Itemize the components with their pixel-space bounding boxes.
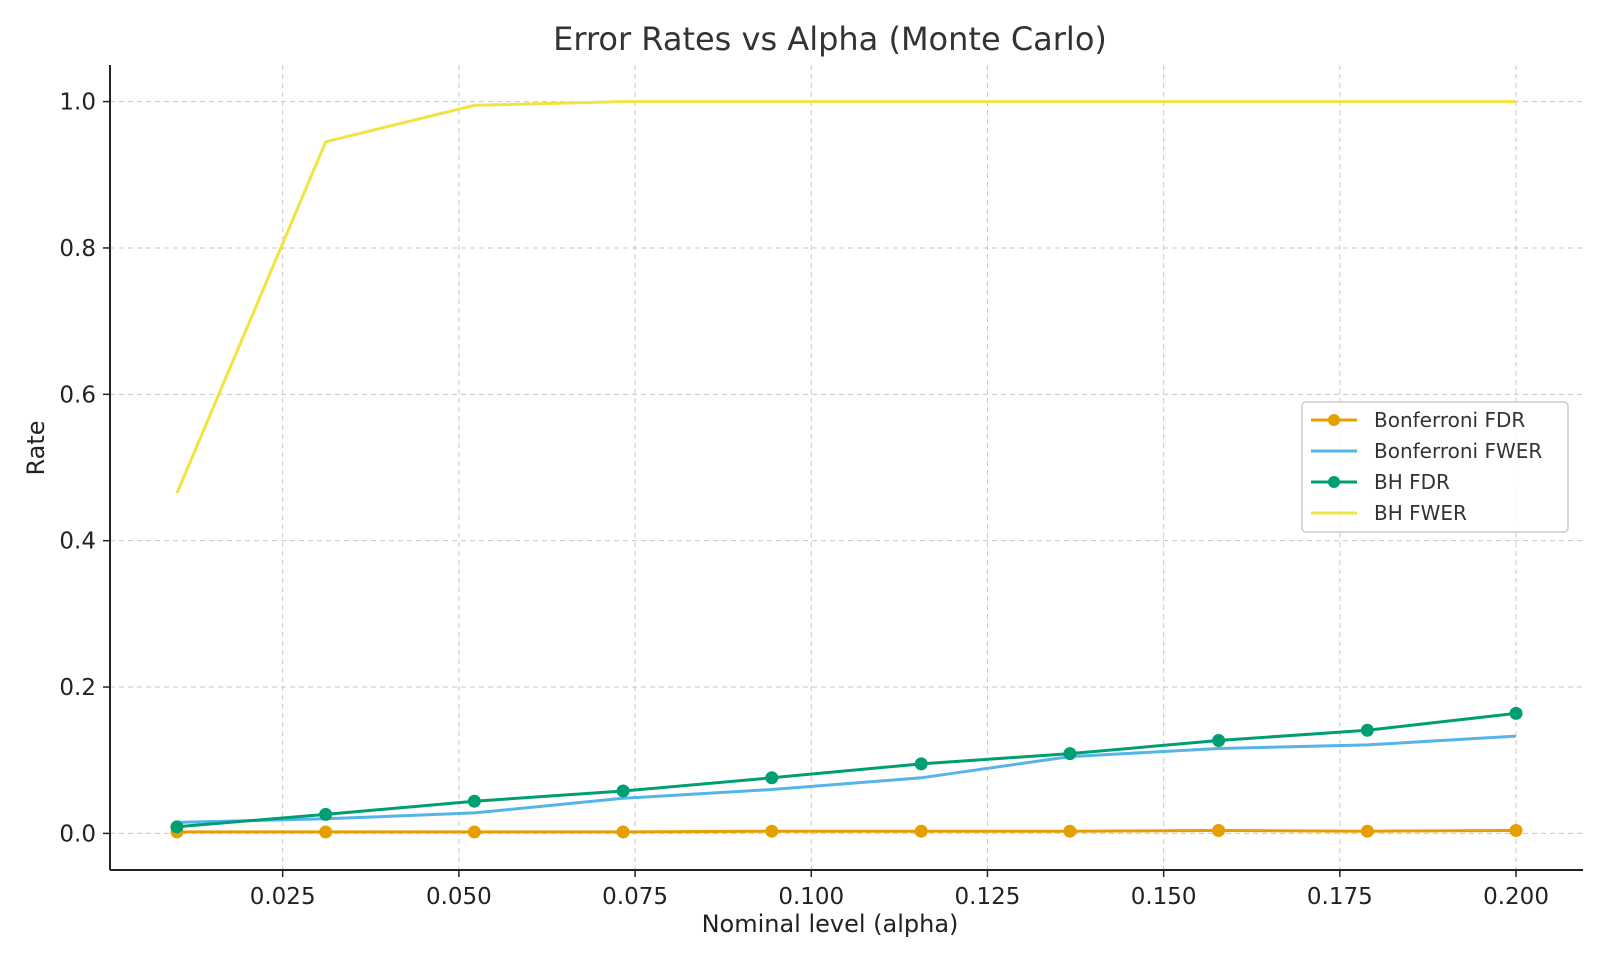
series-bh-fwer bbox=[175, 100, 1516, 494]
data-point-bonferroni-fdr bbox=[914, 824, 928, 838]
series-layer bbox=[170, 100, 1523, 839]
data-point-bh-fdr bbox=[170, 820, 184, 834]
data-point-bh-fdr bbox=[1212, 733, 1226, 747]
y-tick-label: 1.0 bbox=[59, 90, 96, 116]
y-axis-label: Rate bbox=[22, 420, 50, 475]
legend-item: BH FDR bbox=[1311, 470, 1450, 494]
legend-item: Bonferroni FDR bbox=[1311, 408, 1525, 432]
legend-label: Bonferroni FWER bbox=[1374, 439, 1542, 463]
legend-marker bbox=[1328, 414, 1340, 426]
data-point-bh-fdr bbox=[765, 771, 779, 785]
data-point-bonferroni-fdr bbox=[1360, 824, 1374, 838]
y-tick-label: 0.6 bbox=[59, 382, 96, 408]
y-tick-label: 0.2 bbox=[59, 675, 96, 701]
legend-label: Bonferroni FDR bbox=[1374, 408, 1525, 432]
x-tick-label: 0.125 bbox=[955, 884, 1021, 910]
x-tick-label: 0.175 bbox=[1307, 884, 1373, 910]
data-point-bh-fdr bbox=[1063, 747, 1077, 761]
series-line-bonferroni-fdr bbox=[177, 829, 1517, 834]
x-tick-label: 0.075 bbox=[602, 884, 668, 910]
x-tick-label: 0.100 bbox=[778, 884, 844, 910]
data-point-bonferroni-fdr bbox=[1509, 823, 1523, 837]
data-point-bonferroni-fdr bbox=[467, 825, 481, 839]
series-line-bh-fwer bbox=[175, 100, 1516, 494]
legend-label: BH FDR bbox=[1374, 470, 1450, 494]
legend: Bonferroni FDR Bonferroni FWER BH FDR BH FW… bbox=[1301, 401, 1569, 533]
y-tick-label: 0.4 bbox=[59, 529, 96, 555]
data-point-bonferroni-fdr bbox=[1063, 824, 1077, 838]
x-tick-label: 0.200 bbox=[1483, 884, 1549, 910]
series-bonferroni-fdr bbox=[170, 823, 1523, 839]
legend-item: BH FWER bbox=[1311, 501, 1467, 525]
series-line-bonferroni-fwer bbox=[176, 734, 1517, 824]
data-point-bonferroni-fdr bbox=[616, 825, 630, 839]
legend-box bbox=[1301, 401, 1569, 533]
data-point-bonferroni-fdr bbox=[765, 824, 779, 838]
y-tick-label: 0.8 bbox=[59, 236, 96, 262]
x-tick-label: 0.150 bbox=[1131, 884, 1197, 910]
data-point-bh-fdr bbox=[1360, 723, 1374, 737]
legend-marker bbox=[1328, 476, 1340, 488]
series-bonferroni-fwer bbox=[176, 734, 1517, 824]
chart-title: Error Rates vs Alpha (Monte Carlo) bbox=[553, 20, 1107, 58]
data-point-bh-fdr bbox=[914, 757, 928, 771]
x-axis-label: Nominal level (alpha) bbox=[702, 910, 959, 938]
data-point-bh-fdr bbox=[319, 807, 333, 821]
legend-label: BH FWER bbox=[1374, 501, 1467, 525]
y-tick-label: 0.0 bbox=[59, 821, 96, 847]
x-tick-label: 0.050 bbox=[426, 884, 492, 910]
legend-item: Bonferroni FWER bbox=[1311, 439, 1542, 463]
axes-layer: 0.025 0.050 0.075 0.100 0.125 0.150 0.175 0.200… bbox=[59, 65, 1583, 910]
series-line-bh-fdr bbox=[176, 711, 1517, 829]
data-point-bh-fdr bbox=[467, 794, 481, 808]
data-point-bh-fdr bbox=[1509, 706, 1523, 720]
grid-layer bbox=[110, 65, 1583, 870]
data-point-bonferroni-fdr bbox=[1212, 823, 1226, 837]
x-tick-label: 0.025 bbox=[250, 884, 316, 910]
data-point-bonferroni-fdr bbox=[319, 825, 333, 839]
series-bh-fdr bbox=[170, 706, 1523, 834]
data-point-bh-fdr bbox=[616, 784, 630, 798]
